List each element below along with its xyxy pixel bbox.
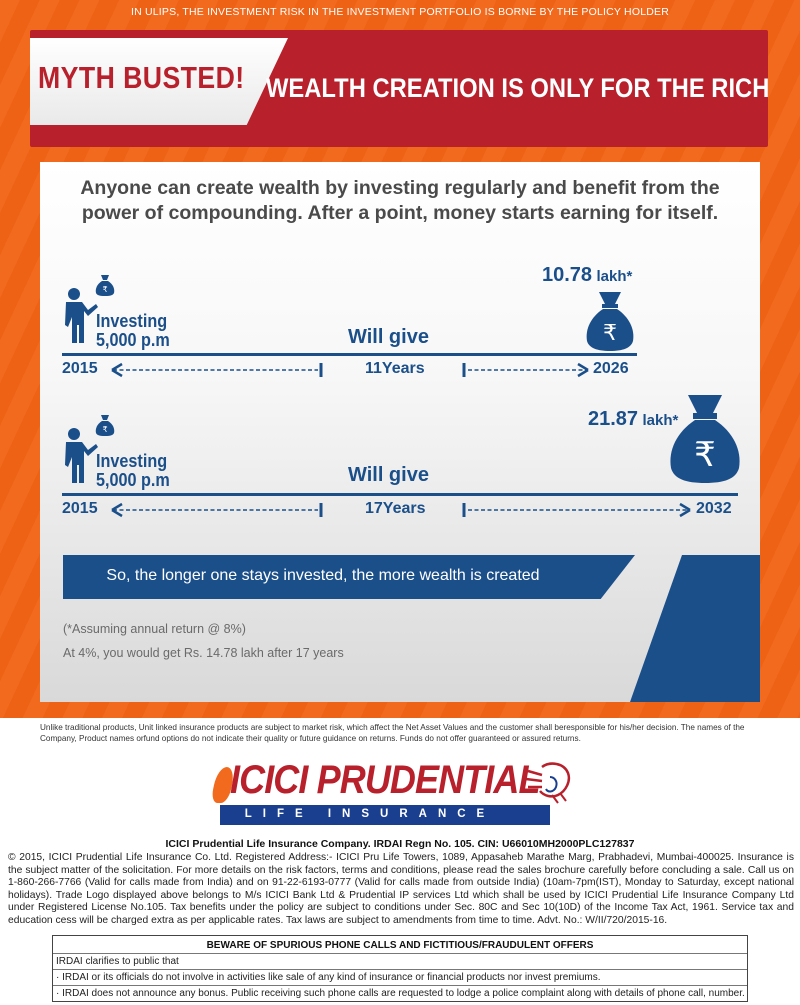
divider (53, 953, 747, 954)
money-bag-icon: ₹ (95, 415, 115, 436)
divider (53, 969, 747, 970)
myth-badge (30, 38, 288, 125)
money-bag-icon: ₹ (95, 275, 115, 296)
timeline-line (62, 353, 637, 356)
svg-text:₹: ₹ (603, 321, 617, 346)
money-bag-icon: ₹ (586, 292, 634, 351)
alternate-return-footnote: At 4%, you would get Rs. 14.78 lakh afte… (63, 646, 344, 660)
end-year: 2026 (593, 360, 629, 377)
will-give-label: Will give (348, 326, 429, 348)
fraud-warning-box: BEWARE OF SPURIOUS PHONE CALLS AND FICTI… (52, 935, 748, 1002)
arrow-right-icon (462, 502, 691, 518)
fraud-warning-line-3: · IRDAI does not announce any bonus. Pub… (56, 988, 745, 999)
svg-text:₹: ₹ (102, 285, 107, 294)
ulip-risk-disclaimer: IN ULIPS, THE INVESTMENT RISK IN THE INV… (130, 6, 670, 18)
svg-text:₹: ₹ (102, 425, 107, 434)
conclusion-bar: So, the longer one stays invested, the m… (63, 555, 635, 599)
decorative-wedge (630, 555, 760, 702)
svg-text:₹: ₹ (694, 435, 716, 475)
start-year: 2015 (62, 360, 98, 377)
company-logo: ICICI PRUDENTIAL LIFE INSURANCE (200, 755, 600, 835)
start-year: 2015 (62, 500, 98, 517)
logo-brand-text: ICICI PRUDENTIAL (230, 758, 540, 802)
maturity-amount: 21.87 lakh* (588, 408, 679, 430)
maturity-amount: 10.78 lakh* (542, 264, 633, 286)
company-registration: ICICI Prudential Life Insurance Company.… (165, 838, 635, 850)
ulip-market-risk-disclaimer: Unlike traditional products, Unit linked… (40, 723, 745, 743)
scenario-row-1: ₹ Investing 5,000 p.m Will give 10.78 la… (40, 264, 760, 382)
investing-label: Investing 5,000 p.m (96, 311, 170, 350)
timeline-line (62, 493, 738, 496)
duration-label: 11Years (365, 360, 425, 377)
scenario-row-2: ₹ Investing 5,000 p.m Will give 21.87 la… (40, 392, 760, 522)
logo-tagline-bar: LIFE INSURANCE (220, 805, 550, 825)
person-icon (65, 428, 98, 483)
conclusion-text: So, the longer one stays invested, the m… (106, 567, 540, 584)
assumption-footnote: (*Assuming annual return @ 8%) (63, 622, 246, 636)
duration-label: 17Years (365, 500, 426, 517)
will-give-label: Will give (348, 464, 429, 486)
logo-tagline: LIFE INSURANCE (244, 808, 496, 820)
person-icon (65, 288, 98, 343)
fraud-warning-line-1: IRDAI clarifies to public that (56, 956, 179, 967)
end-year: 2032 (696, 500, 732, 517)
content-panel: Anyone can create wealth by investing re… (40, 162, 760, 702)
money-bag-icon: ₹ (670, 395, 740, 483)
investing-label: Investing 5,000 p.m (96, 451, 170, 490)
arrow-left-icon (111, 502, 323, 518)
divider (53, 985, 747, 986)
myth-busted-label: MYTH BUSTED! (38, 60, 245, 95)
arrow-left-icon (111, 362, 323, 378)
fraud-warning-title: BEWARE OF SPURIOUS PHONE CALLS AND FICTI… (206, 940, 594, 951)
headline-text: WEALTH CREATION IS ONLY FOR THE RICH (266, 73, 770, 103)
arrow-right-icon (462, 362, 589, 378)
legal-text: © 2015, ICICI Prudential Life Insurance … (8, 852, 794, 926)
intro-text: Anyone can create wealth by investing re… (80, 177, 720, 224)
fraud-warning-line-2: · IRDAI or its officials do not involve … (56, 972, 601, 983)
logo-prudence-icon (525, 762, 571, 804)
